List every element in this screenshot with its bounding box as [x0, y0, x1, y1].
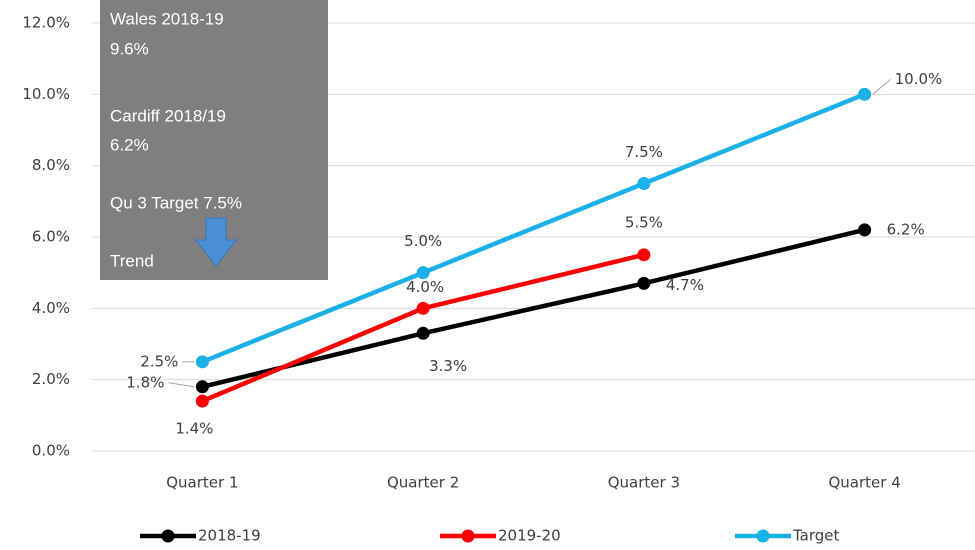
x-tick-label: Quarter 2	[387, 474, 459, 492]
y-tick-label: 4.0%	[32, 299, 70, 317]
data-label: 4.0%	[406, 278, 444, 296]
y-tick-label: 0.0%	[32, 442, 70, 460]
legend-label: 2019-20	[498, 527, 561, 545]
data-label: 5.5%	[625, 213, 663, 231]
data-label: 10.0%	[895, 70, 943, 88]
series-line	[201, 92, 866, 364]
data-label: 1.4%	[175, 420, 213, 438]
leader-line	[168, 382, 195, 388]
y-tick-label: 12.0%	[22, 14, 70, 32]
x-tick-label: Quarter 4	[828, 474, 900, 492]
data-point	[416, 326, 430, 340]
annotation-text: 9.6%	[110, 39, 149, 58]
y-tick-label: 8.0%	[32, 156, 70, 174]
legend-label: Target	[792, 527, 840, 545]
legend-marker	[461, 529, 475, 543]
data-point	[637, 248, 651, 262]
trend-arrow	[194, 217, 238, 267]
data-label: 3.3%	[429, 357, 467, 375]
data-point	[637, 177, 651, 190]
x-tick-label: Quarter 3	[608, 474, 680, 492]
data-label: 4.7%	[666, 276, 704, 294]
series-line	[201, 227, 866, 389]
annotation-text: Cardiff 2018/19	[110, 106, 226, 125]
x-tick-label: Quarter 1	[166, 474, 238, 492]
annotation-text: 6.2%	[110, 135, 149, 154]
annotation-text: Qu 3 Target 7.5%	[110, 193, 242, 212]
data-label: 2.5%	[140, 352, 178, 370]
data-point	[195, 380, 209, 394]
data-label: 1.8%	[126, 373, 164, 391]
data-point	[416, 301, 430, 315]
data-point	[858, 223, 872, 237]
data-label: 7.5%	[625, 143, 663, 161]
data-point	[416, 266, 430, 280]
data-point	[637, 276, 651, 290]
data-point	[195, 355, 209, 369]
y-tick-label: 2.0%	[32, 370, 70, 388]
data-label: 6.2%	[887, 220, 925, 238]
data-point	[195, 394, 209, 408]
legend-marker	[756, 529, 770, 543]
y-tick-label: 10.0%	[22, 85, 70, 103]
legend-label: 2018-19	[198, 527, 261, 545]
data-label: 5.0%	[404, 232, 442, 250]
data-point	[858, 87, 872, 101]
legend-marker	[161, 529, 175, 543]
y-tick-label: 6.0%	[32, 228, 70, 246]
annotation-text: Trend	[110, 251, 154, 270]
annotation-text: Wales 2018-19	[110, 9, 224, 28]
leader-line	[872, 78, 891, 95]
